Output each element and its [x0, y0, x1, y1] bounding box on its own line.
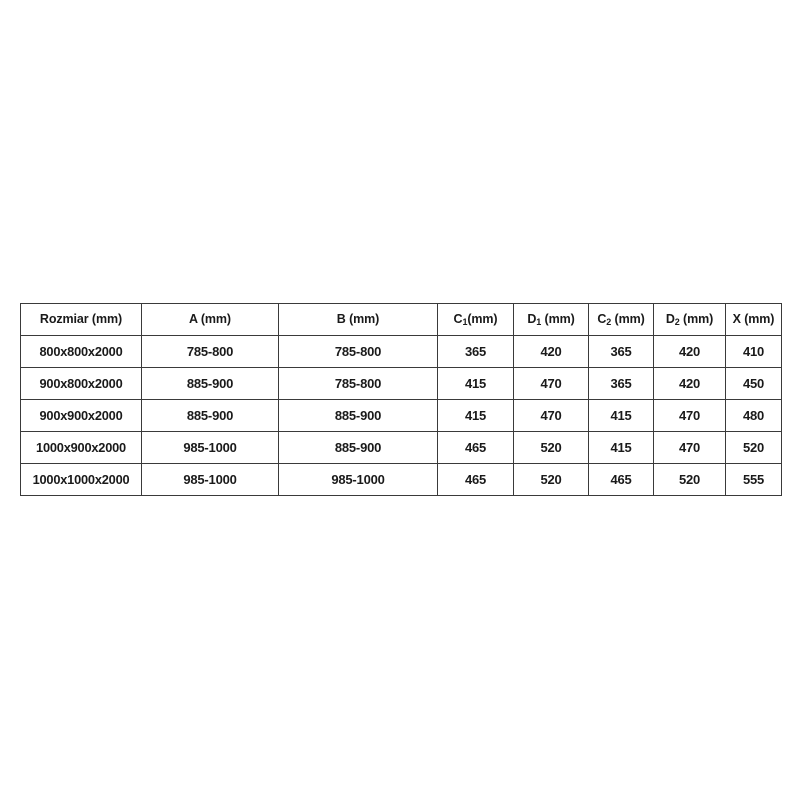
table-cell-x: 480: [725, 399, 782, 432]
table-header-row: Rozmiar (mm) A (mm) B (mm) C1(mm) D1 (mm…: [20, 303, 782, 336]
table-cell-c1: 465: [437, 463, 514, 496]
table-cell-b: 785-800: [278, 335, 438, 368]
table-cell-d2: 420: [653, 367, 726, 400]
table-cell-c1: 465: [437, 431, 514, 464]
table-cell-c2: 415: [588, 399, 654, 432]
table-cell-c1: 415: [437, 367, 514, 400]
table-cell-c2: 465: [588, 463, 654, 496]
table-cell-d2: 520: [653, 463, 726, 496]
column-header-b: B (mm): [278, 303, 438, 336]
column-header-subscript: 2: [674, 317, 680, 327]
table-row: 900x900x2000 885-900 885-900 415 470 415 470 48…: [20, 399, 782, 432]
column-header-subscript: 2: [606, 317, 612, 327]
column-header-a: A (mm): [141, 303, 279, 336]
table-cell-x: 410: [725, 335, 782, 368]
table-cell-x: 520: [725, 431, 782, 464]
column-header-d2: D2 (mm): [653, 303, 726, 336]
table-row: 800x800x2000 785-800 785-800 365 420 365 420 41…: [20, 335, 782, 368]
table-cell-c2: 365: [588, 335, 654, 368]
table-cell-c1: 365: [437, 335, 514, 368]
column-header-subscript: 1: [462, 317, 468, 327]
table-cell-c2: 415: [588, 431, 654, 464]
table-row: 900x800x2000 885-900 785-800 415 470 365 420 45…: [20, 367, 782, 400]
column-header-x: X (mm): [725, 303, 782, 336]
table-cell-d1: 520: [513, 463, 589, 496]
column-header-d1: D1 (mm): [513, 303, 589, 336]
table-cell-a: 985-1000: [141, 431, 279, 464]
table-cell-size: 800x800x2000: [20, 335, 142, 368]
table-header: Rozmiar (mm) A (mm) B (mm) C1(mm) D1 (mm…: [20, 303, 782, 336]
table-cell-x: 555: [725, 463, 782, 496]
column-header-subscript: 1: [536, 317, 542, 327]
table-row: 1000x1000x2000 985-1000 985-1000 465 520 465 5…: [20, 463, 782, 496]
table-cell-d1: 520: [513, 431, 589, 464]
table-cell-d1: 420: [513, 335, 589, 368]
table-cell-a: 885-900: [141, 367, 279, 400]
table-cell-a: 785-800: [141, 335, 279, 368]
column-header-c2: C2 (mm): [588, 303, 654, 336]
table-cell-size: 900x900x2000: [20, 399, 142, 432]
table-cell-c1: 415: [437, 399, 514, 432]
table-cell-d1: 470: [513, 367, 589, 400]
column-header-size: Rozmiar (mm): [20, 303, 142, 336]
table-row: 1000x900x2000 985-1000 885-900 465 520 415 470…: [20, 431, 782, 464]
table-cell-d2: 420: [653, 335, 726, 368]
table-body: 800x800x2000 785-800 785-800 365 420 365 420 41…: [20, 335, 782, 496]
table-cell-d2: 470: [653, 431, 726, 464]
table-cell-d1: 470: [513, 399, 589, 432]
table-cell-size: 1000x1000x2000: [20, 463, 142, 496]
table-cell-a: 885-900: [141, 399, 279, 432]
table-cell-b: 985-1000: [278, 463, 438, 496]
table-cell-size: 1000x900x2000: [20, 431, 142, 464]
table-cell-b: 785-800: [278, 367, 438, 400]
table-cell-c2: 365: [588, 367, 654, 400]
table-cell-a: 985-1000: [141, 463, 279, 496]
table-cell-x: 450: [725, 367, 782, 400]
table-cell-d2: 470: [653, 399, 726, 432]
table-cell-size: 900x800x2000: [20, 367, 142, 400]
table-cell-b: 885-900: [278, 431, 438, 464]
table-cell-b: 885-900: [278, 399, 438, 432]
dimensions-table-container: Rozmiar (mm) A (mm) B (mm) C1(mm) D1 (mm…: [20, 303, 782, 496]
column-header-c1: C1(mm): [437, 303, 514, 336]
dimensions-table: Rozmiar (mm) A (mm) B (mm) C1(mm) D1 (mm…: [20, 303, 782, 496]
